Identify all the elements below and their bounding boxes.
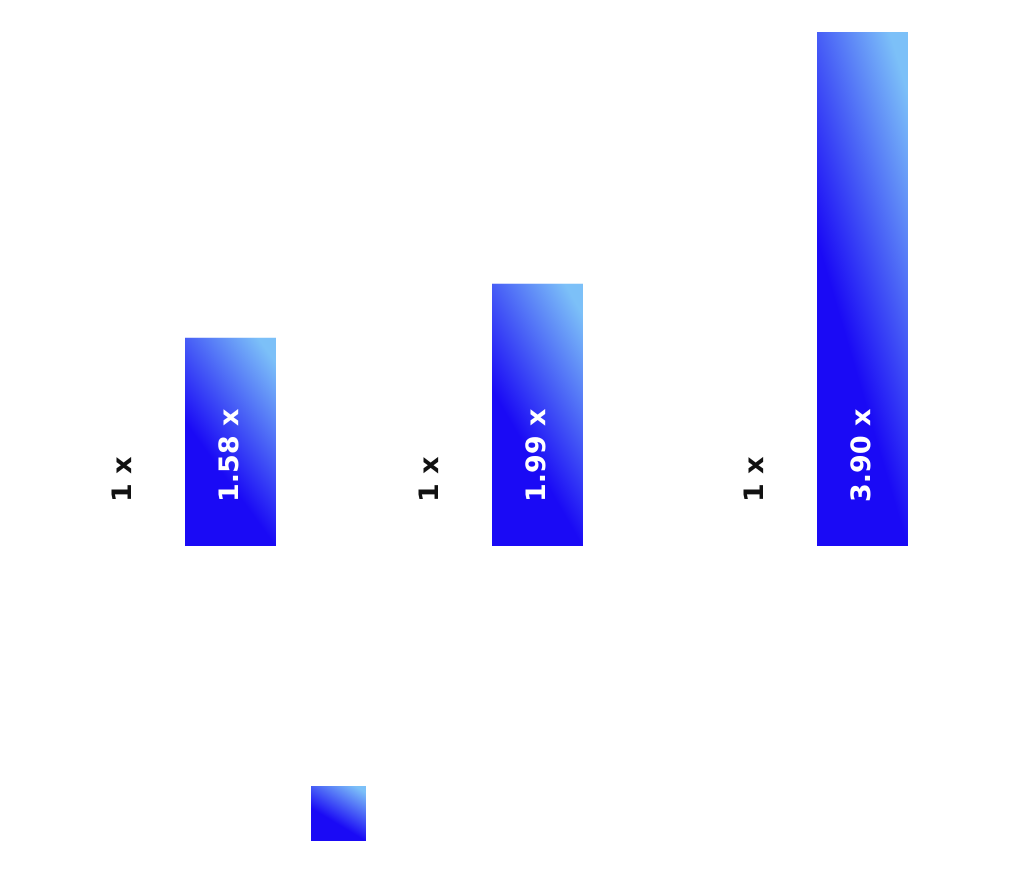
value-label: 1 x [739, 456, 770, 502]
bar [385, 414, 476, 546]
bar [185, 337, 276, 546]
value-label: 1 x [414, 456, 445, 502]
bar [78, 414, 169, 546]
value-label: 1.99 x [521, 409, 552, 502]
bar [492, 283, 583, 546]
bar [817, 32, 908, 546]
value-label: 3.90 x [846, 409, 877, 502]
value-label: 1.58 x [214, 409, 245, 502]
legend-swatch [311, 786, 366, 841]
value-label: 1 x [107, 456, 138, 502]
bar [710, 414, 801, 546]
